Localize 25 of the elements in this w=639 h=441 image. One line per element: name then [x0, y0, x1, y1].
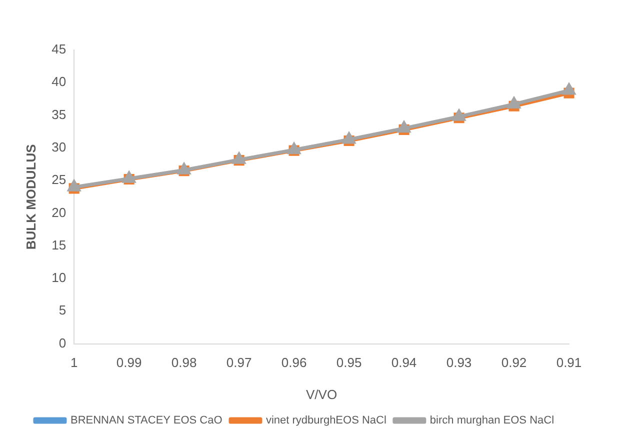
y-tick-label: 45	[52, 42, 66, 57]
x-tick-label: 0.92	[501, 355, 527, 370]
y-tick-label: 10	[52, 270, 66, 286]
y-tick-label: 5	[58, 302, 66, 318]
legend-label: birch murghan EOS NaCl	[430, 414, 554, 427]
y-tick-label: 25	[52, 172, 66, 188]
x-tick-label: 0.93	[446, 355, 472, 370]
x-tick-label: 1	[70, 355, 78, 370]
y-tick-label: 15	[52, 237, 66, 252]
y-tick-label: 35	[52, 106, 66, 122]
y-tick-label: 30	[52, 140, 66, 155]
y-tick-label: 20	[52, 204, 66, 220]
y-axis-title: BULK MODULUS	[23, 144, 38, 250]
x-axis-title: V/VO	[306, 386, 338, 402]
x-tick-label: 0.91	[556, 355, 582, 370]
x-tick-label: 0.99	[116, 355, 142, 370]
legend-label: vinet rydburghEOS NaCl	[266, 414, 386, 427]
x-tick-label: 0.94	[391, 355, 417, 370]
x-tick-label: 0.95	[336, 355, 362, 370]
y-tick-label: 40	[52, 74, 66, 90]
x-tick-label: 0.96	[281, 355, 307, 370]
x-tick-label: 0.98	[171, 355, 197, 370]
legend-label: BRENNAN STACEY EOS CaO	[70, 414, 223, 427]
x-tick-label: 0.97	[226, 355, 252, 370]
y-tick-label: 0	[58, 335, 66, 350]
